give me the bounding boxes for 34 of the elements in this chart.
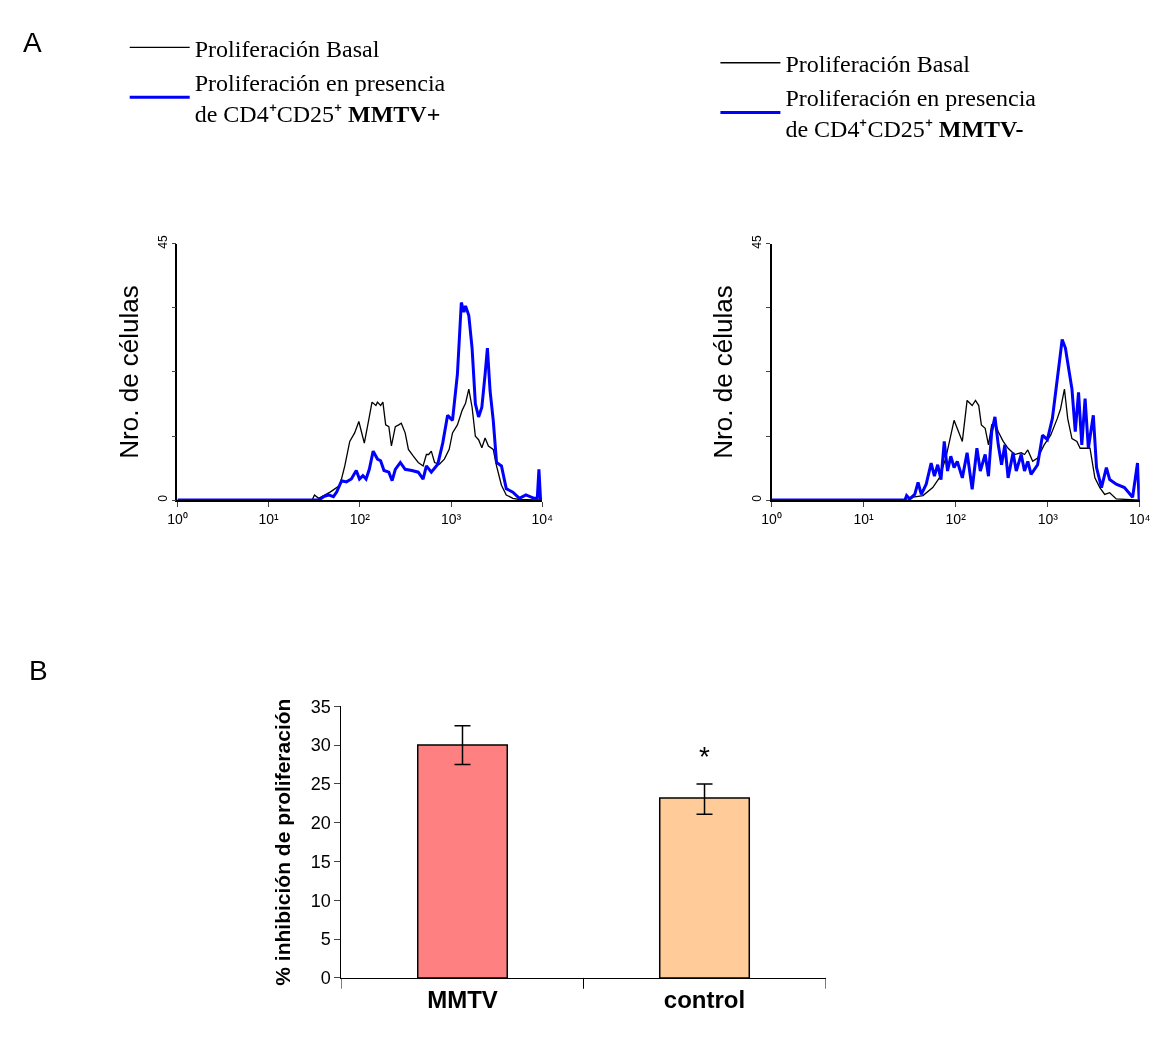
legend-label: Proliferación Basal: [785, 51, 971, 78]
x-tick-label: 10¹: [258, 510, 280, 527]
x-tick-label: 10³: [440, 510, 462, 527]
y-tick-label: 35: [310, 696, 331, 717]
legend-label: Proliferación Basal: [194, 35, 380, 62]
y-tick-label: 0: [750, 494, 765, 502]
y-tick-label: 15: [310, 851, 331, 872]
text: B: [29, 655, 48, 686]
x-tick-label: 10⁴: [531, 510, 554, 527]
y-axis-title: Nro. de células: [707, 285, 738, 459]
x-tick-label: 10⁰: [167, 510, 188, 527]
y-tick-label: 30: [310, 735, 331, 756]
x-tick-label: 10⁰: [761, 510, 782, 527]
y-tick-label: 5: [320, 929, 331, 950]
x-tick-label: 10³: [1037, 510, 1059, 527]
x-tick-label: 10⁴: [1129, 510, 1151, 527]
y-tick-label: 45: [155, 235, 170, 249]
legend-label: Proliferación en presencia de CD4⁺CD25⁺ MMTV-: [785, 85, 1037, 143]
y-axis-title: Nro. de células: [113, 285, 144, 459]
x-tick-label: 10²: [349, 510, 371, 527]
y-tick-label: 0: [320, 968, 331, 989]
y-tick-label: 20: [310, 813, 331, 834]
x-tick-label: 10²: [945, 510, 967, 527]
x-tick-label: control: [663, 985, 746, 1013]
y-tick-label: 45: [750, 235, 765, 249]
x-tick-label: MMTV: [427, 985, 498, 1013]
y-tick-label: 25: [310, 774, 331, 795]
y-axis-title: % inhibición de proliferación: [271, 698, 294, 986]
y-tick-label: 10: [310, 890, 331, 911]
text: A: [23, 27, 42, 58]
legend-label: Proliferación en presencia de CD4⁺CD25⁺ MMTV+: [194, 69, 446, 128]
annotation: *: [699, 741, 710, 772]
y-tick-label: 0: [155, 494, 170, 502]
x-tick-label: 10¹: [853, 510, 875, 527]
